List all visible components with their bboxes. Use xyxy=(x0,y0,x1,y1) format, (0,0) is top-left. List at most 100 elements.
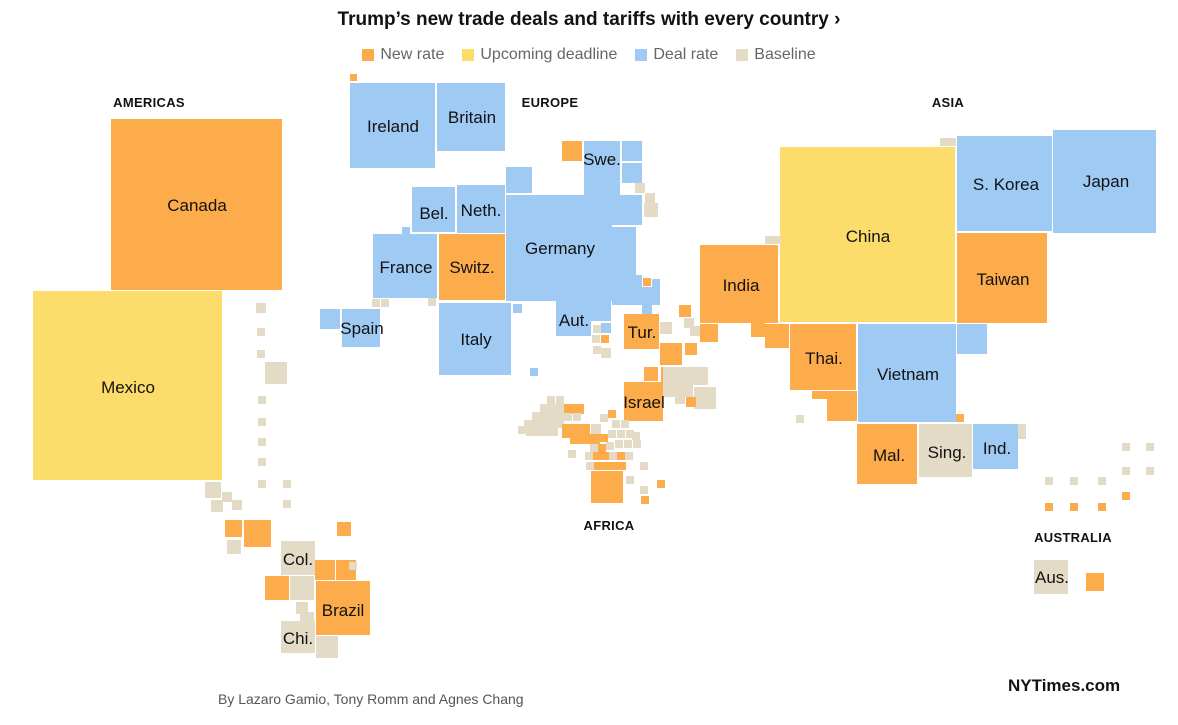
small-country-tile[interactable] xyxy=(526,428,534,436)
small-country-tile[interactable] xyxy=(524,420,532,428)
small-country-tile[interactable] xyxy=(601,452,609,460)
country-tile[interactable] xyxy=(506,195,612,301)
small-country-tile[interactable] xyxy=(593,452,601,460)
small-country-tile[interactable] xyxy=(684,318,694,328)
small-country-tile[interactable] xyxy=(644,203,658,217)
small-country-tile[interactable] xyxy=(350,74,357,81)
country-tile[interactable] xyxy=(111,119,282,290)
small-country-tile[interactable] xyxy=(540,404,548,412)
country-tile[interactable] xyxy=(439,234,505,300)
small-country-tile[interactable] xyxy=(296,602,308,614)
small-country-tile[interactable] xyxy=(574,404,584,414)
small-country-tile[interactable] xyxy=(940,138,948,146)
small-country-tile[interactable] xyxy=(645,193,655,203)
small-country-tile[interactable] xyxy=(606,442,614,450)
small-country-tile[interactable] xyxy=(550,428,558,436)
small-country-tile[interactable] xyxy=(283,480,291,488)
small-country-tile[interactable] xyxy=(626,430,634,438)
small-country-tile[interactable] xyxy=(948,138,956,146)
small-country-tile[interactable] xyxy=(590,434,600,444)
small-country-tile[interactable] xyxy=(622,141,642,161)
small-country-tile[interactable] xyxy=(608,430,616,438)
country-tile[interactable] xyxy=(342,309,380,347)
country-tile[interactable] xyxy=(919,424,972,477)
small-country-tile[interactable] xyxy=(624,440,632,448)
small-country-tile[interactable] xyxy=(548,404,556,412)
small-country-tile[interactable] xyxy=(225,520,242,537)
small-country-tile[interactable] xyxy=(290,576,314,600)
small-country-tile[interactable] xyxy=(690,326,700,336)
country-tile[interactable] xyxy=(437,83,505,151)
small-country-tile[interactable] xyxy=(1086,573,1104,591)
small-country-tile[interactable] xyxy=(381,299,389,307)
small-country-tile[interactable] xyxy=(617,430,625,438)
small-country-tile[interactable] xyxy=(258,418,266,426)
small-country-tile[interactable] xyxy=(820,391,828,399)
small-country-tile[interactable] xyxy=(585,452,593,460)
small-country-tile[interactable] xyxy=(372,299,380,307)
small-country-tile[interactable] xyxy=(608,410,616,418)
small-country-tile[interactable] xyxy=(258,396,266,404)
small-country-tile[interactable] xyxy=(625,452,633,460)
small-country-tile[interactable] xyxy=(612,275,642,305)
small-country-tile[interactable] xyxy=(640,486,648,494)
small-country-tile[interactable] xyxy=(660,322,672,334)
small-country-tile[interactable] xyxy=(1146,467,1154,475)
small-country-tile[interactable] xyxy=(1098,477,1106,485)
small-country-tile[interactable] xyxy=(556,420,564,428)
small-country-tile[interactable] xyxy=(532,420,540,428)
small-country-tile[interactable] xyxy=(257,328,265,336)
small-country-tile[interactable] xyxy=(610,462,618,470)
small-country-tile[interactable] xyxy=(564,413,572,421)
small-country-tile[interactable] xyxy=(612,420,620,428)
small-country-tile[interactable] xyxy=(530,368,538,376)
small-country-tile[interactable] xyxy=(600,414,608,422)
country-tile[interactable] xyxy=(1034,560,1068,594)
small-country-tile[interactable] xyxy=(957,324,987,354)
small-country-tile[interactable] xyxy=(556,404,564,412)
small-country-tile[interactable] xyxy=(642,287,660,305)
small-country-tile[interactable] xyxy=(796,415,804,423)
small-country-tile[interactable] xyxy=(590,444,598,452)
small-country-tile[interactable] xyxy=(827,391,857,421)
small-country-tile[interactable] xyxy=(601,323,611,333)
small-country-tile[interactable] xyxy=(621,420,629,428)
small-country-tile[interactable] xyxy=(337,522,351,536)
small-country-tile[interactable] xyxy=(573,413,581,421)
small-country-tile[interactable] xyxy=(227,540,241,554)
small-country-tile[interactable] xyxy=(1146,443,1154,451)
small-country-tile[interactable] xyxy=(556,412,564,420)
small-country-tile[interactable] xyxy=(540,412,548,420)
country-tile[interactable] xyxy=(281,541,315,575)
small-country-tile[interactable] xyxy=(675,394,685,404)
small-country-tile[interactable] xyxy=(690,367,708,385)
small-country-tile[interactable] xyxy=(1122,492,1130,500)
small-country-tile[interactable] xyxy=(257,350,265,358)
small-country-tile[interactable] xyxy=(657,480,665,488)
small-country-tile[interactable] xyxy=(644,367,658,381)
country-tile[interactable] xyxy=(33,291,222,480)
small-country-tile[interactable] xyxy=(635,183,645,193)
small-country-tile[interactable] xyxy=(765,324,789,348)
small-country-tile[interactable] xyxy=(612,251,636,275)
small-country-tile[interactable] xyxy=(265,576,289,600)
country-tile[interactable] xyxy=(556,301,591,336)
country-tile[interactable] xyxy=(1053,130,1156,233)
small-country-tile[interactable] xyxy=(956,414,964,422)
small-country-tile[interactable] xyxy=(660,343,682,365)
small-country-tile[interactable] xyxy=(586,462,594,470)
small-country-tile[interactable] xyxy=(1070,503,1078,511)
country-tile[interactable] xyxy=(780,147,955,322)
small-country-tile[interactable] xyxy=(601,348,611,358)
small-country-tile[interactable] xyxy=(591,424,601,434)
small-country-tile[interactable] xyxy=(700,324,718,342)
country-tile[interactable] xyxy=(624,382,663,421)
country-tile[interactable] xyxy=(858,324,956,422)
small-country-tile[interactable] xyxy=(1045,477,1053,485)
small-country-tile[interactable] xyxy=(615,440,623,448)
small-country-tile[interactable] xyxy=(592,335,600,343)
country-tile[interactable] xyxy=(857,424,917,484)
chart-title-link[interactable]: Trump’s new trade deals and tariffs with… xyxy=(337,9,841,30)
country-tile[interactable] xyxy=(624,314,659,349)
country-tile[interactable] xyxy=(790,324,856,390)
